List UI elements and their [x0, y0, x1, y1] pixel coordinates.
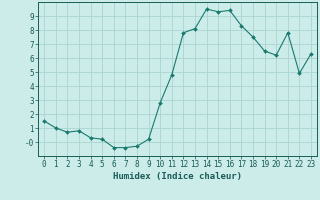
X-axis label: Humidex (Indice chaleur): Humidex (Indice chaleur)	[113, 172, 242, 181]
